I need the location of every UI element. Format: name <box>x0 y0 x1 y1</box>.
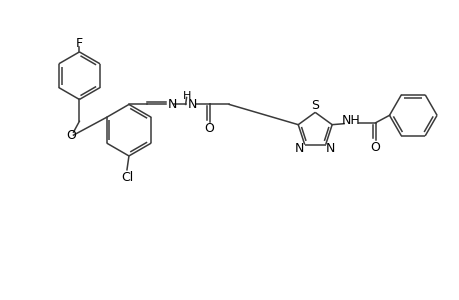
Text: N: N <box>325 142 335 155</box>
Text: N: N <box>187 98 197 111</box>
Text: N: N <box>294 142 304 155</box>
Text: O: O <box>204 122 214 135</box>
Text: O: O <box>369 141 379 154</box>
Text: N: N <box>167 98 176 111</box>
Text: Cl: Cl <box>121 171 133 184</box>
Text: F: F <box>76 38 83 50</box>
Text: S: S <box>311 99 319 112</box>
Text: NH: NH <box>341 114 359 127</box>
Text: O: O <box>67 129 76 142</box>
Text: H: H <box>182 91 190 100</box>
